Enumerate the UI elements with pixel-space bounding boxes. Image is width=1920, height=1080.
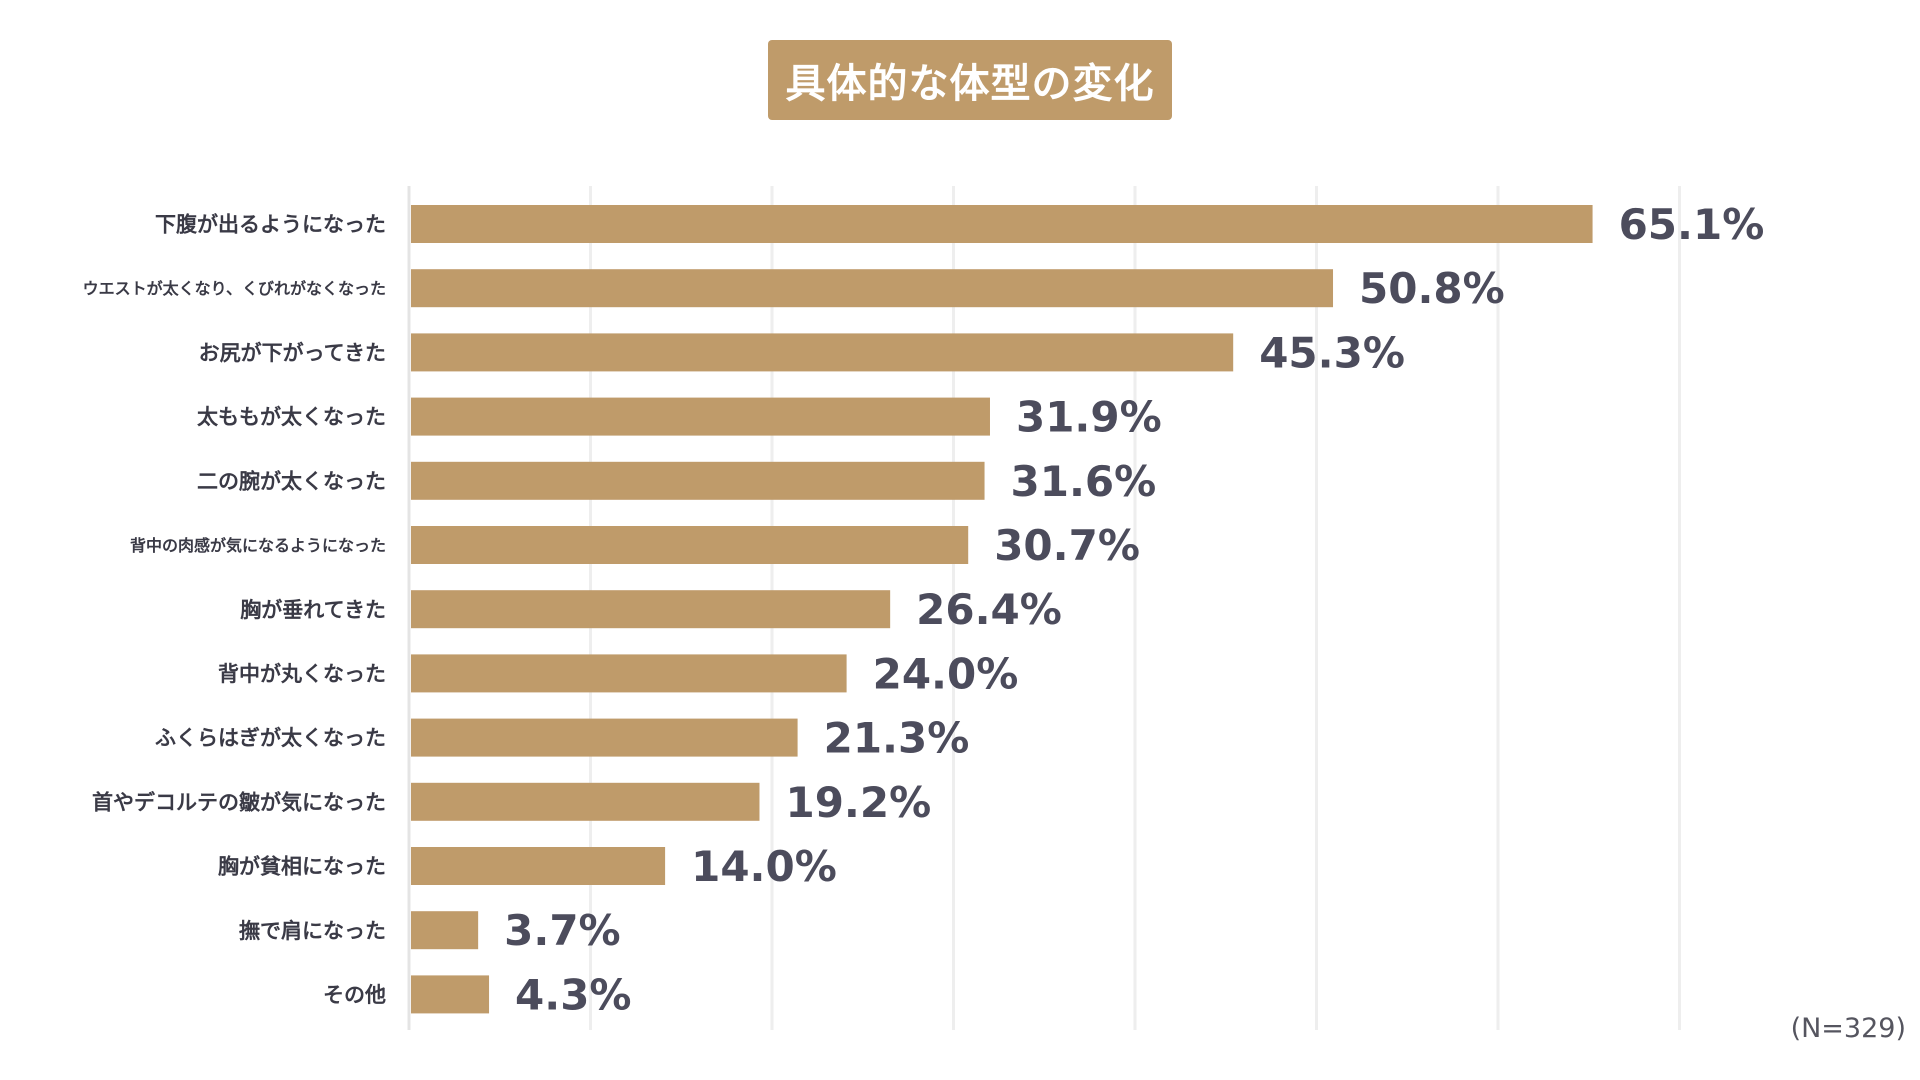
value-label: 31.6%: [1011, 457, 1157, 506]
value-label: 26.4%: [916, 585, 1062, 634]
value-label: 65.1%: [1619, 200, 1765, 249]
value-label: 24.0%: [873, 649, 1019, 698]
category-label: 胸が貧相になった: [218, 855, 386, 879]
bar: [411, 847, 666, 885]
category-label: 撫で肩になった: [239, 919, 386, 943]
value-label: 21.3%: [824, 714, 970, 763]
category-label: 背中が丸くなった: [218, 662, 386, 686]
bar: [411, 782, 760, 821]
bar: [411, 718, 798, 757]
bar: [411, 911, 479, 950]
value-label: 50.8%: [1359, 264, 1505, 313]
value-label: 31.9%: [1016, 393, 1162, 442]
bar: [411, 975, 490, 1014]
bar: [411, 654, 847, 693]
category-label: その他: [323, 983, 386, 1007]
category-label: 下腹が出るようになった: [155, 213, 386, 237]
bar: [411, 397, 990, 436]
bar: [411, 333, 1234, 372]
bar: [411, 526, 969, 564]
value-label: 19.2%: [785, 778, 931, 827]
category-label: ウエストが太くなり、くびれがなくなった: [83, 279, 386, 298]
value-label: 3.7%: [504, 906, 620, 955]
sample-size-note: (N=329): [1790, 1013, 1906, 1044]
value-label: 30.7%: [994, 521, 1140, 570]
category-label: 二の腕が太くなった: [197, 469, 386, 493]
category-label: 首やデコルテの皺が気になった: [92, 790, 386, 814]
category-label: 背中の肉感が気になるようになった: [130, 536, 386, 555]
bar: [411, 205, 1593, 243]
category-label: 太ももが太くなった: [197, 405, 386, 429]
category-label: ふくらはぎが太くなった: [155, 726, 386, 750]
bar: [411, 269, 1334, 308]
bar: [411, 461, 985, 500]
value-label: 45.3%: [1259, 328, 1405, 377]
category-label: 胸が垂れてきた: [240, 598, 386, 622]
bar: [411, 590, 891, 629]
value-label: 14.0%: [691, 842, 837, 891]
value-label: 4.3%: [515, 970, 631, 1019]
category-label: お尻が下がってきた: [199, 341, 386, 365]
chart-title: 具体的な体型の変化: [768, 40, 1172, 120]
